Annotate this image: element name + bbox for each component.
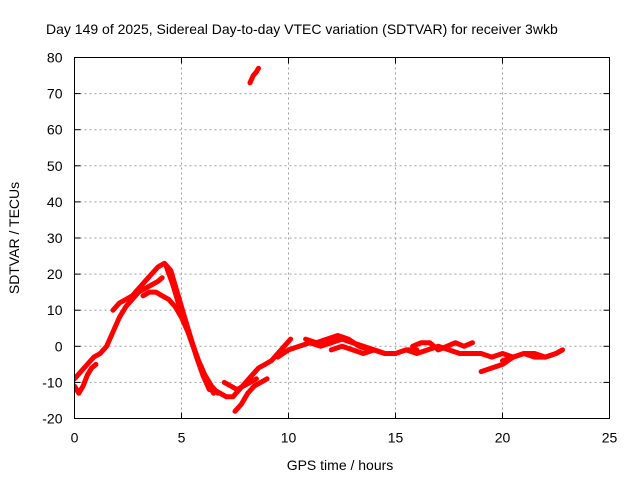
x-tick-label-10: 10 [281, 430, 297, 446]
x-tick-label-5: 5 [178, 430, 186, 446]
y-tick-label-60: 60 [47, 122, 63, 138]
series-line-11 [303, 333, 373, 353]
x-tick-label-25: 25 [602, 430, 618, 446]
y-tick-label-0: 0 [55, 338, 63, 354]
series-line-13 [403, 343, 516, 360]
series-line-4 [164, 264, 221, 396]
series-line-12 [328, 343, 398, 356]
series-line-6 [211, 336, 294, 400]
series-line-2 [110, 260, 212, 393]
grid-lines [74, 57, 610, 419]
series-line-9 [247, 65, 261, 86]
x-tick-label-15: 15 [388, 430, 404, 446]
y-tick-label-10: 10 [47, 302, 63, 318]
series-line-1 [74, 275, 165, 382]
y-tick-label-70: 70 [47, 86, 63, 102]
series-line-8 [221, 376, 259, 393]
axes: 0 5 10 15 20 25 -20 -10 0 10 20 30 40 50 60 70 80 [42, 50, 617, 446]
y-tick-label-50: 50 [47, 158, 63, 174]
series-line-7 [232, 376, 270, 414]
series-line-16 [500, 347, 565, 364]
x-tick-label-0: 0 [71, 430, 79, 446]
chart-title: Day 149 of 2025, Sidereal Day-to-day VTE… [46, 21, 558, 37]
y-tick-label--20: -20 [42, 411, 62, 427]
plot-frame [74, 57, 610, 419]
x-tick-label-20: 20 [495, 430, 511, 446]
y-tick-label-80: 80 [47, 50, 63, 66]
series-line-14 [410, 340, 475, 353]
y-tick-label-40: 40 [47, 194, 63, 210]
y-tick-label--10: -10 [42, 374, 62, 390]
data-series [74, 65, 565, 414]
y-tick-label-30: 30 [47, 230, 63, 246]
x-axis-label: GPS time / hours [287, 457, 394, 473]
y-tick-label-20: 20 [47, 266, 63, 282]
y-axis-label: SDTVAR / TECUs [6, 182, 22, 294]
series-line-5 [74, 361, 99, 396]
